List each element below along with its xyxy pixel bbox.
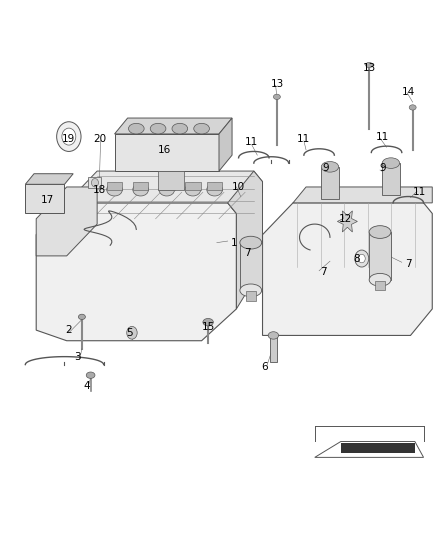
Ellipse shape (172, 123, 187, 134)
Ellipse shape (194, 123, 209, 134)
Polygon shape (337, 211, 357, 232)
Ellipse shape (185, 183, 201, 196)
Text: 11: 11 (297, 134, 311, 144)
Text: 12: 12 (339, 214, 352, 224)
Ellipse shape (150, 123, 166, 134)
Ellipse shape (321, 161, 339, 172)
Polygon shape (219, 118, 232, 171)
Polygon shape (115, 118, 232, 134)
Text: 7: 7 (244, 248, 251, 259)
Text: 11: 11 (245, 137, 258, 147)
Circle shape (355, 250, 369, 267)
Text: 1: 1 (231, 238, 237, 248)
Text: 9: 9 (322, 164, 329, 173)
Text: 16: 16 (158, 145, 171, 155)
Text: 11: 11 (375, 132, 389, 142)
Polygon shape (293, 187, 432, 203)
Polygon shape (36, 187, 97, 256)
Polygon shape (115, 134, 219, 171)
Bar (159, 182, 175, 190)
Circle shape (62, 128, 76, 145)
Circle shape (92, 179, 99, 187)
Bar (207, 182, 223, 190)
Bar (133, 182, 148, 190)
Polygon shape (36, 203, 237, 341)
Ellipse shape (107, 183, 122, 196)
Polygon shape (25, 174, 73, 184)
Bar (158, 171, 184, 190)
Ellipse shape (240, 284, 261, 297)
Bar (270, 335, 277, 362)
Text: 7: 7 (320, 267, 327, 277)
Text: 15: 15 (201, 322, 215, 333)
Circle shape (57, 122, 81, 151)
Bar (246, 292, 256, 301)
Ellipse shape (366, 62, 373, 68)
Bar (185, 182, 201, 190)
Bar (107, 182, 122, 190)
Text: 14: 14 (402, 86, 415, 96)
Text: 4: 4 (83, 381, 89, 391)
Text: 5: 5 (127, 328, 133, 338)
Ellipse shape (382, 158, 399, 168)
Ellipse shape (409, 105, 416, 110)
Ellipse shape (240, 236, 261, 249)
Text: 9: 9 (379, 164, 385, 173)
Bar (321, 167, 339, 199)
Ellipse shape (128, 123, 144, 134)
Ellipse shape (78, 314, 85, 319)
Polygon shape (228, 171, 262, 309)
Ellipse shape (203, 318, 213, 326)
Bar (369, 232, 391, 280)
Bar (375, 281, 385, 290)
Text: 13: 13 (363, 63, 376, 72)
Polygon shape (25, 184, 64, 214)
Ellipse shape (207, 183, 223, 196)
Text: 13: 13 (271, 78, 284, 88)
Text: 6: 6 (261, 362, 268, 372)
Bar (240, 243, 261, 290)
Text: 10: 10 (232, 182, 245, 192)
Circle shape (358, 254, 365, 263)
Text: 2: 2 (66, 325, 72, 335)
Ellipse shape (369, 273, 391, 286)
Text: 7: 7 (405, 259, 412, 269)
Ellipse shape (133, 183, 148, 196)
Text: 11: 11 (413, 187, 426, 197)
Polygon shape (262, 203, 432, 335)
Text: 8: 8 (353, 254, 360, 263)
Ellipse shape (86, 372, 95, 378)
Text: 3: 3 (74, 352, 81, 361)
Polygon shape (67, 171, 262, 214)
Ellipse shape (159, 183, 175, 196)
Text: 17: 17 (40, 195, 54, 205)
Bar (382, 163, 399, 195)
Polygon shape (315, 441, 424, 457)
Ellipse shape (369, 225, 391, 238)
Bar (88, 177, 102, 188)
Polygon shape (341, 442, 415, 453)
Ellipse shape (268, 332, 279, 339)
Text: 18: 18 (93, 184, 106, 195)
Text: 19: 19 (62, 134, 75, 144)
Circle shape (127, 326, 137, 339)
Ellipse shape (273, 94, 280, 100)
Text: 20: 20 (93, 134, 106, 144)
